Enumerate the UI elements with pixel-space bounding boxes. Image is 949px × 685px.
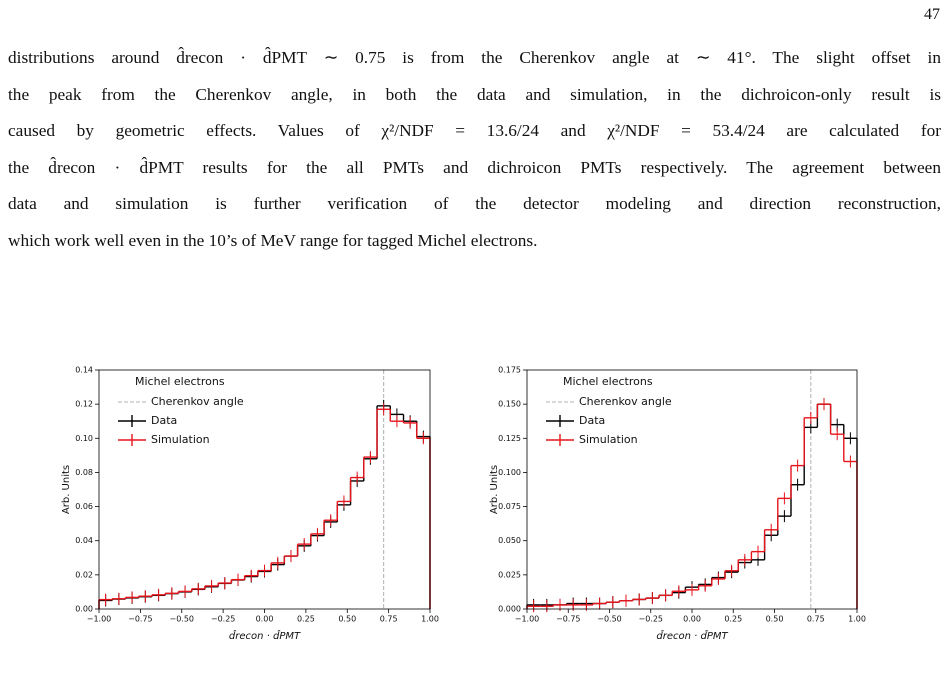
text-line: the peak from the Cherenkov angle, in bo… <box>8 84 941 104</box>
legend-title: Michel electrons <box>135 375 225 388</box>
y-tick-label: 0.075 <box>498 502 521 511</box>
x-tick-label: 0.75 <box>380 615 398 624</box>
axes-frame <box>98 369 431 610</box>
x-tick-label: 0.00 <box>256 615 274 624</box>
x-tick-label: 0.00 <box>683 615 701 624</box>
page-number: 47 <box>924 6 940 23</box>
text-line: the d̂recon · d̂PMT results for the all … <box>8 157 941 177</box>
y-tick-label: 0.000 <box>498 605 521 614</box>
legend-label: Data <box>151 414 177 427</box>
text-line: caused by geometric effects. Values of χ… <box>8 121 941 140</box>
y-tick-label: 0.100 <box>498 468 521 477</box>
y-tick-label: 0.04 <box>75 536 93 545</box>
x-tick-label: 0.25 <box>297 615 315 624</box>
y-tick-label: 0.175 <box>498 366 521 375</box>
x-tick-label: 1.00 <box>421 615 439 624</box>
legend-label: Data <box>579 414 605 427</box>
legend-label: Cherenkov angle <box>579 395 672 408</box>
paragraph: distributions around d̂recon · d̂PMT ∼ 0… <box>8 40 941 259</box>
y-tick-label: 0.12 <box>75 400 93 409</box>
x-tick-label: 0.50 <box>766 615 784 624</box>
text-line: which work well even in the 10’s of MeV … <box>8 230 538 250</box>
axes-frame <box>526 369 858 610</box>
x-tick-label: −1.00 <box>87 615 112 624</box>
y-tick-label: 0.02 <box>75 570 93 579</box>
y-tick-label: 0.025 <box>498 570 521 579</box>
x-axis-label: d̂recon · d̂PMT <box>229 629 301 642</box>
y-tick-label: 0.06 <box>75 502 93 511</box>
y-axis-label: Arb. Units <box>61 465 72 514</box>
x-tick-label: 0.50 <box>338 615 356 624</box>
y-tick-label: 0.14 <box>75 366 93 375</box>
x-tick-label: −0.75 <box>128 615 153 624</box>
legend-label: Simulation <box>579 433 638 446</box>
y-tick-label: 0.08 <box>75 468 93 477</box>
legend-label: Simulation <box>151 433 210 446</box>
x-tick-label: −0.25 <box>638 615 663 624</box>
y-tick-label: 0.125 <box>498 434 521 443</box>
x-tick-label: −0.50 <box>597 615 622 624</box>
x-tick-label: −0.75 <box>556 615 581 624</box>
legend-title: Michel electrons <box>563 375 653 388</box>
x-tick-label: −1.00 <box>515 615 540 624</box>
x-tick-label: −0.25 <box>211 615 236 624</box>
legend-label: Cherenkov angle <box>151 395 244 408</box>
x-tick-label: 1.00 <box>848 615 866 624</box>
x-axis-label: d̂recon · d̂PMT <box>656 629 728 642</box>
text-line: data and simulation is further verificat… <box>8 194 941 213</box>
x-tick-label: 0.25 <box>724 615 742 624</box>
y-tick-label: 0.00 <box>75 605 93 614</box>
x-tick-label: −0.50 <box>169 615 194 624</box>
y-tick-label: 0.10 <box>75 434 93 443</box>
y-tick-label: 0.150 <box>498 400 521 409</box>
x-tick-label: 0.75 <box>807 615 825 624</box>
y-axis-label: Arb. Units <box>489 465 500 514</box>
text-line: distributions around d̂recon · d̂PMT ∼ 0… <box>8 48 941 67</box>
y-tick-label: 0.050 <box>498 536 521 545</box>
